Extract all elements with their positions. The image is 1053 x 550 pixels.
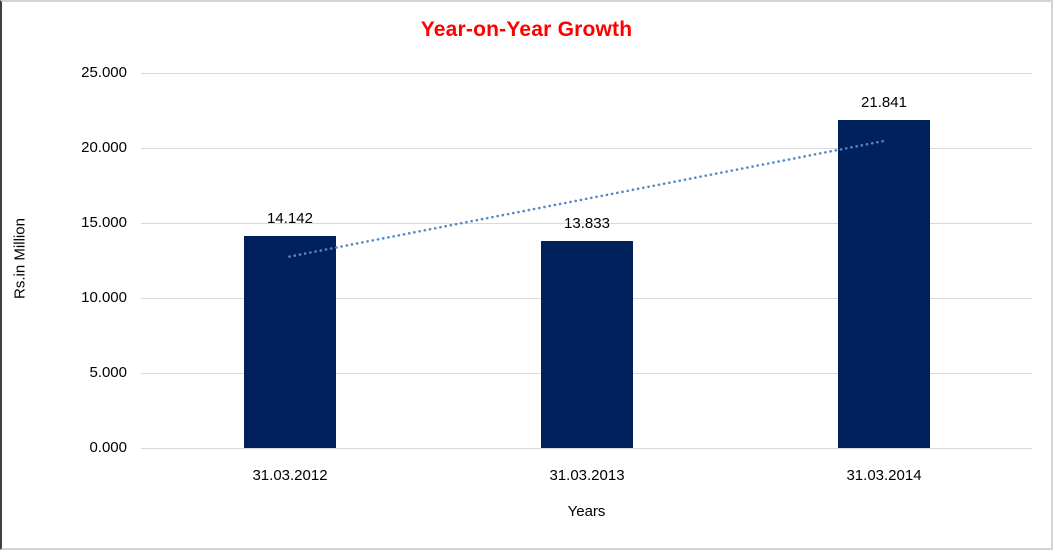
y-tick-label: 5.000 [89,364,127,381]
bar-value-label: 21.841 [861,94,907,111]
y-tick-label: 20.000 [81,139,127,156]
x-tick-label: 31.03.2012 [252,467,328,484]
y-tick-label: 15.000 [81,214,127,231]
y-tick-label: 0.000 [89,439,127,456]
x-axis-title: Years [567,503,606,520]
bar-31.03.2013 [541,241,633,448]
x-tick-label: 31.03.2013 [549,467,625,484]
chart-title: Year-on-Year Growth [420,18,633,41]
gridline [141,73,1032,74]
bar-value-label: 14.142 [267,210,313,227]
bar-31.03.2014 [838,120,930,448]
x-tick-label: 31.03.2014 [846,467,922,484]
y-tick-label: 10.000 [81,289,127,306]
gridline [141,448,1032,449]
bar-value-label: 13.833 [564,215,610,232]
bar-31.03.2012 [244,236,336,448]
y-axis-title: Rs.in Million [11,218,29,299]
y-tick-label: 25.000 [81,64,127,81]
